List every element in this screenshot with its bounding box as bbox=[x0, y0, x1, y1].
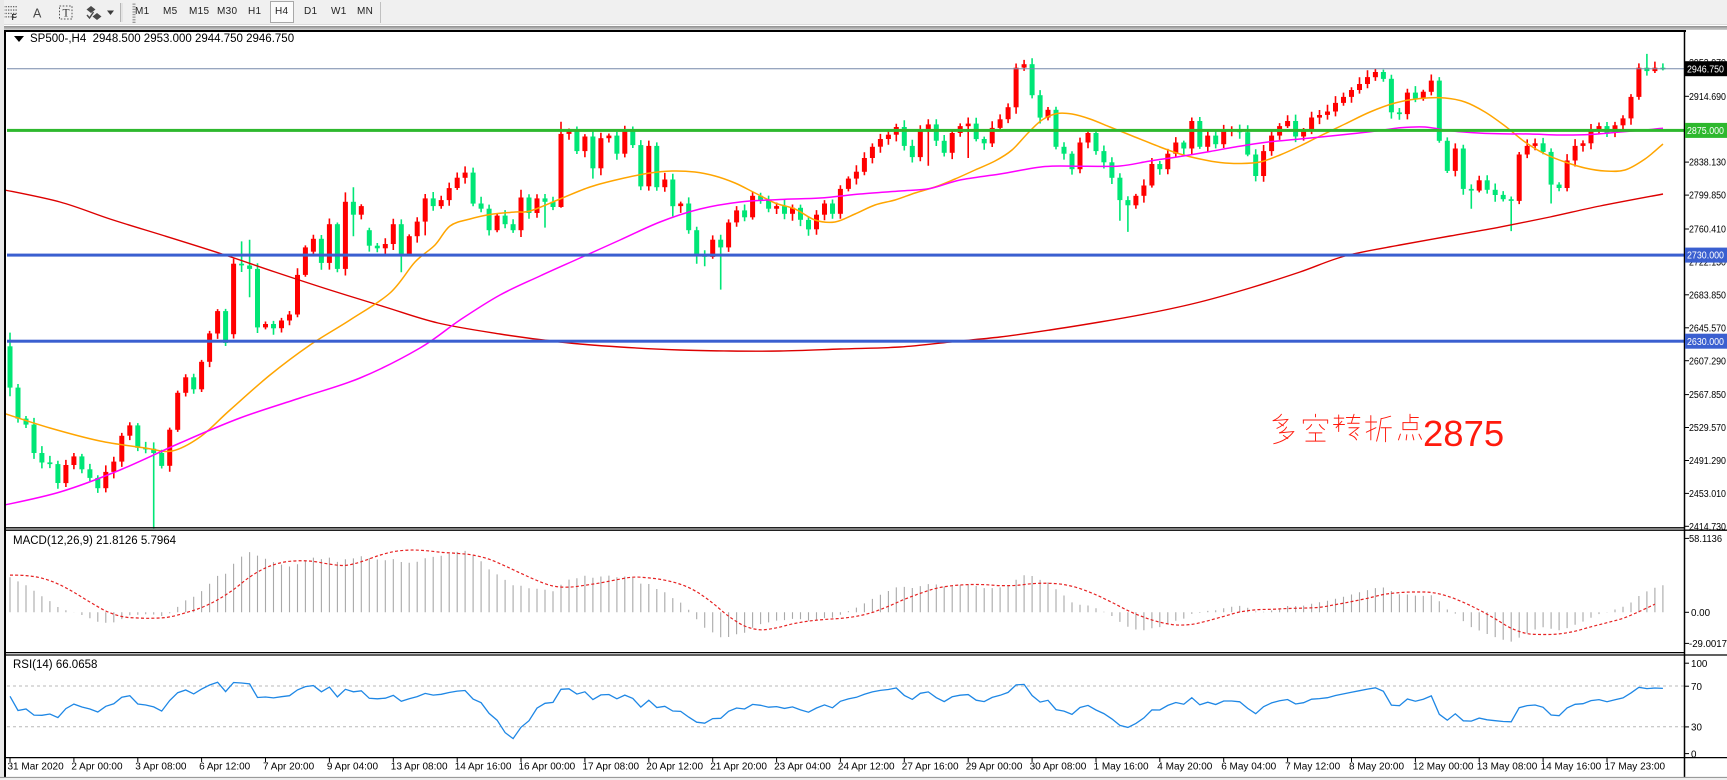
svg-text:100: 100 bbox=[1691, 659, 1708, 670]
svg-text:2914.690: 2914.690 bbox=[1689, 92, 1726, 103]
svg-text:2567.850: 2567.850 bbox=[1689, 390, 1726, 401]
svg-text:13 May 08:00: 13 May 08:00 bbox=[1477, 762, 1538, 773]
svg-text:8 May 20:00: 8 May 20:00 bbox=[1349, 762, 1404, 773]
svg-text:2799.850: 2799.850 bbox=[1689, 191, 1726, 202]
svg-text:2946.750: 2946.750 bbox=[1687, 64, 1724, 75]
svg-text:2683.850: 2683.850 bbox=[1689, 290, 1726, 301]
svg-text:70: 70 bbox=[1691, 682, 1702, 693]
svg-text:58.1136: 58.1136 bbox=[1689, 534, 1723, 545]
svg-text:RSI(14) 66.0658: RSI(14) 66.0658 bbox=[13, 659, 97, 671]
svg-text:17 Apr 08:00: 17 Apr 08:00 bbox=[582, 762, 639, 773]
svg-text:7 May 12:00: 7 May 12:00 bbox=[1285, 762, 1340, 773]
svg-text:30 Apr 08:00: 30 Apr 08:00 bbox=[1030, 762, 1087, 773]
svg-text:0.00: 0.00 bbox=[1691, 608, 1711, 619]
svg-text:12 May 00:00: 12 May 00:00 bbox=[1413, 762, 1474, 773]
svg-text:13 Apr 08:00: 13 Apr 08:00 bbox=[391, 762, 448, 773]
svg-text:17 May 23:00: 17 May 23:00 bbox=[1605, 762, 1666, 773]
svg-text:3 Apr 08:00: 3 Apr 08:00 bbox=[135, 762, 187, 773]
svg-text:0: 0 bbox=[1691, 749, 1697, 760]
svg-text:2607.290: 2607.290 bbox=[1689, 356, 1726, 367]
svg-text:A: A bbox=[33, 7, 42, 21]
svg-text:2630.000: 2630.000 bbox=[1687, 337, 1724, 348]
svg-text:14 Apr 16:00: 14 Apr 16:00 bbox=[455, 762, 512, 773]
svg-text:21 Apr 20:00: 21 Apr 20:00 bbox=[710, 762, 767, 773]
svg-text:2730.000: 2730.000 bbox=[1687, 251, 1724, 262]
svg-text:6 May 04:00: 6 May 04:00 bbox=[1221, 762, 1276, 773]
svg-text:-29.0017: -29.0017 bbox=[1689, 639, 1727, 650]
svg-text:2875: 2875 bbox=[1423, 413, 1504, 454]
svg-text:T: T bbox=[63, 8, 70, 20]
svg-text:2760.410: 2760.410 bbox=[1689, 225, 1726, 236]
svg-text:SP500-,H4 2948.500 2953.000 2: SP500-,H4 2948.500 2953.000 2944.750 294… bbox=[30, 33, 294, 45]
svg-text:30: 30 bbox=[1691, 723, 1702, 734]
svg-text:9 Apr 04:00: 9 Apr 04:00 bbox=[327, 762, 379, 773]
svg-text:4 May 20:00: 4 May 20:00 bbox=[1157, 762, 1212, 773]
svg-text:20 Apr 12:00: 20 Apr 12:00 bbox=[646, 762, 703, 773]
svg-text:2491.290: 2491.290 bbox=[1689, 456, 1726, 467]
svg-text:2722.130: 2722.130 bbox=[1689, 258, 1726, 269]
svg-text:1 May 16:00: 1 May 16:00 bbox=[1094, 762, 1149, 773]
svg-text:2838.130: 2838.130 bbox=[1689, 158, 1726, 169]
svg-text:27 Apr 16:00: 27 Apr 16:00 bbox=[902, 762, 959, 773]
svg-text:29 Apr 00:00: 29 Apr 00:00 bbox=[966, 762, 1023, 773]
svg-text:MACD(12,26,9) 21.8126 5.7964: MACD(12,26,9) 21.8126 5.7964 bbox=[13, 535, 177, 547]
svg-text:2645.570: 2645.570 bbox=[1689, 323, 1726, 334]
svg-text:2414.730: 2414.730 bbox=[1689, 522, 1726, 533]
svg-text:F: F bbox=[12, 13, 17, 22]
svg-text:2529.570: 2529.570 bbox=[1689, 423, 1726, 434]
svg-text:7 Apr 20:00: 7 Apr 20:00 bbox=[263, 762, 315, 773]
svg-text:23 Apr 04:00: 23 Apr 04:00 bbox=[774, 762, 831, 773]
svg-text:16 Apr 00:00: 16 Apr 00:00 bbox=[519, 762, 576, 773]
svg-text:31 Mar 2020: 31 Mar 2020 bbox=[8, 762, 65, 773]
svg-text:2 Apr 00:00: 2 Apr 00:00 bbox=[71, 762, 123, 773]
svg-text:14 May 16:00: 14 May 16:00 bbox=[1541, 762, 1602, 773]
svg-text:6 Apr 12:00: 6 Apr 12:00 bbox=[199, 762, 251, 773]
svg-text:2453.010: 2453.010 bbox=[1689, 489, 1726, 500]
svg-text:2875.000: 2875.000 bbox=[1687, 126, 1724, 137]
svg-text:24 Apr 12:00: 24 Apr 12:00 bbox=[838, 762, 895, 773]
